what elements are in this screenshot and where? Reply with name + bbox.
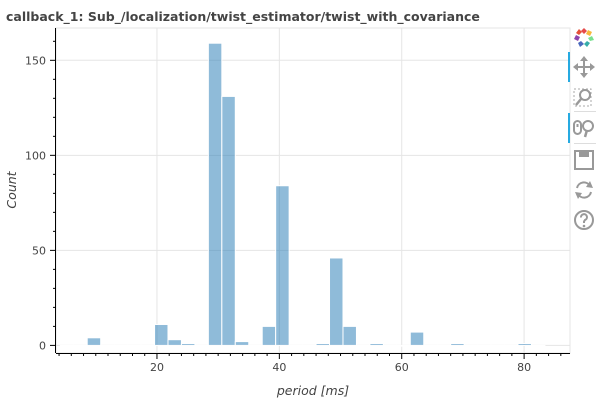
histogram-bar: [113, 344, 129, 347]
histogram-bar: [59, 344, 75, 347]
chart-title: callback_1: Sub_/localization/twist_esti…: [6, 9, 480, 24]
x-ticks: 20 40 60 80: [58, 353, 562, 374]
grid-lines: [56, 28, 570, 353]
histogram-bar: [86, 337, 102, 346]
wheel-zoom-tool[interactable]: [572, 116, 596, 140]
histogram-bar: [423, 344, 438, 347]
box-zoom-tool[interactable]: [572, 85, 596, 109]
histogram-bar: [450, 342, 465, 346]
histogram-bar: [140, 344, 156, 347]
histogram-bars: [59, 42, 546, 347]
histogram-bar: [127, 344, 142, 347]
reset-tool[interactable]: [572, 178, 596, 202]
histogram-bar: [100, 344, 115, 347]
wheel-zoom-active-indicator: [568, 113, 570, 143]
wheel-zoom-icon: [573, 120, 594, 138]
histogram-bar: [248, 344, 263, 347]
x-axis-label: period [ms]: [276, 383, 349, 398]
help-icon: [574, 210, 594, 230]
histogram-bar: [355, 344, 371, 347]
x-tick-label: 20: [150, 361, 164, 374]
histogram-bar: [396, 344, 411, 347]
pan-tool[interactable]: [572, 55, 596, 79]
histogram-bar: [463, 344, 479, 347]
histogram-bar: [530, 344, 546, 347]
histogram-bar: [409, 331, 425, 346]
bokeh-logo[interactable]: [572, 26, 596, 50]
histogram-bar: [180, 342, 196, 346]
bokeh-logo-icon: [574, 28, 594, 47]
y-axis-label: Count: [4, 170, 19, 208]
y-tick-label: 0: [39, 339, 46, 352]
help-tool[interactable]: [572, 208, 596, 232]
histogram-bar: [302, 344, 317, 347]
toolbar-separator: [574, 143, 596, 144]
histogram-bar: [436, 344, 452, 347]
histogram-bar: [382, 344, 398, 347]
save-tool[interactable]: [572, 148, 596, 172]
save-icon: [574, 150, 594, 170]
y-tick-label: 50: [32, 244, 46, 257]
y-ticks: 0 50 100 150: [25, 40, 56, 352]
reset-icon: [575, 181, 593, 199]
histogram-bar: [315, 342, 331, 346]
pan-icon: [573, 56, 595, 78]
pan-active-indicator: [568, 52, 570, 82]
x-tick-label: 80: [517, 361, 531, 374]
y-tick-label: 150: [25, 54, 46, 67]
histogram-bar: [288, 344, 304, 347]
x-tick-label: 60: [395, 361, 409, 374]
histogram-bar: [275, 185, 290, 346]
histogram-bar: [477, 344, 492, 347]
histogram-bar: [504, 344, 519, 347]
histogram-bar: [154, 323, 169, 346]
box-zoom-icon: [573, 88, 592, 107]
histogram-bar: [221, 95, 236, 346]
histogram-bar: [329, 257, 344, 346]
histogram-bar: [369, 342, 384, 346]
histogram-bar: [490, 344, 506, 347]
axes: [55, 28, 570, 354]
x-tick-label: 40: [272, 361, 286, 374]
histogram-bar: [167, 339, 182, 346]
plot-area-border: [55, 27, 571, 354]
histogram-bar: [194, 344, 209, 347]
histogram-bar: [234, 341, 250, 346]
histogram-bar: [261, 325, 277, 346]
histogram-bar: [517, 342, 532, 346]
histogram-bar: [342, 325, 357, 346]
histogram-bar: [207, 42, 223, 346]
y-tick-label: 100: [25, 149, 46, 162]
toolbar-separator: [574, 111, 596, 112]
chart-toolbar: [568, 24, 600, 244]
histogram-bar: [73, 344, 88, 347]
